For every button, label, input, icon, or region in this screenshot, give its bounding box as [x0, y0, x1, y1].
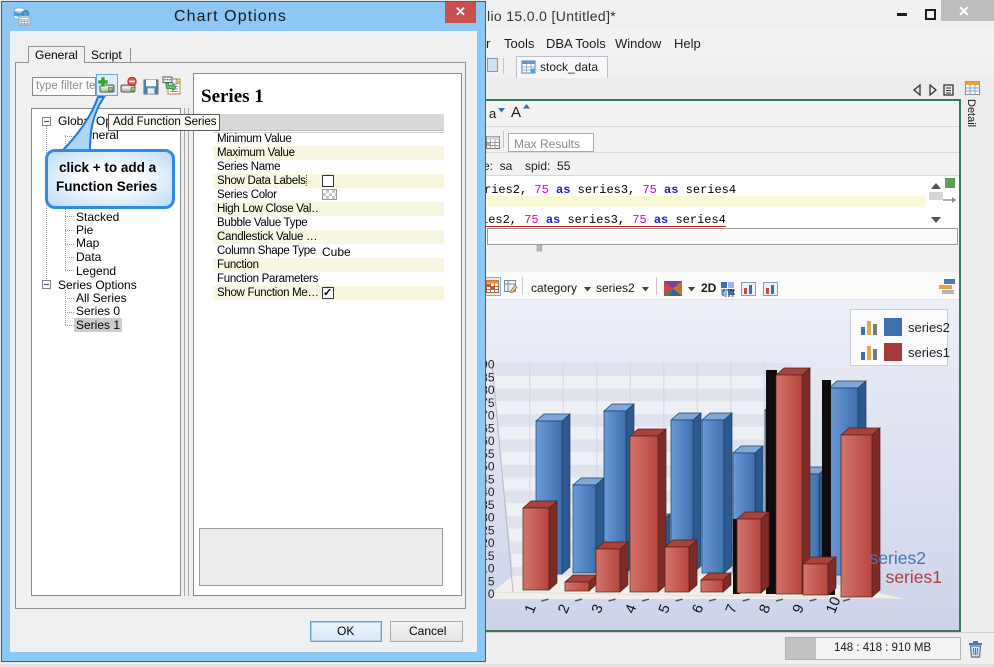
- svg-text:10: 10: [486, 562, 495, 576]
- svg-text:35: 35: [486, 498, 495, 512]
- svg-text:30: 30: [486, 511, 495, 525]
- svg-text:series2: series2: [870, 548, 926, 568]
- svg-text:55: 55: [486, 447, 495, 461]
- svg-text:70: 70: [486, 409, 495, 423]
- svg-text:50: 50: [486, 460, 495, 474]
- svg-text:65: 65: [486, 421, 495, 435]
- svg-text:series1: series1: [886, 567, 942, 587]
- svg-text:15: 15: [486, 549, 495, 563]
- svg-text:90: 90: [486, 358, 495, 372]
- svg-text:5: 5: [488, 574, 495, 588]
- svg-text:40: 40: [486, 485, 495, 499]
- svg-text:75: 75: [486, 396, 495, 410]
- svg-text:45: 45: [486, 472, 495, 486]
- svg-text:10: 10: [823, 595, 844, 616]
- svg-text:80: 80: [486, 383, 495, 397]
- svg-text:25: 25: [486, 523, 495, 537]
- svg-text:20: 20: [486, 536, 495, 550]
- svg-text:0: 0: [488, 587, 495, 601]
- svg-text:60: 60: [486, 434, 495, 448]
- svg-text:85: 85: [486, 370, 495, 384]
